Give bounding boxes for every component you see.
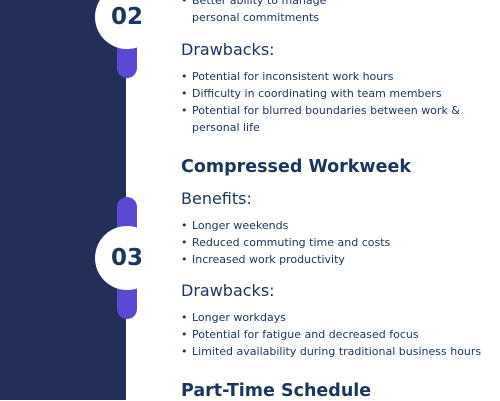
step-03-number-circle: 03 [95, 226, 159, 290]
list-item: Potential for fatigue and decreased focu… [181, 326, 481, 343]
step-02-number: 02 [110, 4, 143, 30]
list-item: Increased work productivity [181, 251, 390, 268]
left-navy-band [0, 0, 126, 400]
list-item: Potential for inconsistent work hours [181, 68, 477, 85]
list-item: Difficulty in coordinating with team mem… [181, 85, 477, 102]
content-column: Better ability to manage personal commit… [181, 0, 500, 401]
list-item: Longer weekends [181, 217, 390, 234]
section-04-title: Part-Time Schedule [181, 381, 372, 401]
section-03-benefits-heading: Benefits: [181, 189, 252, 208]
step-03-number: 03 [110, 245, 143, 271]
section-03-drawbacks-heading: Drawbacks: [181, 281, 275, 300]
section-02-benefits-list: Better ability to manage personal commit… [181, 0, 377, 26]
list-item: Reduced commuting time and costs [181, 234, 390, 251]
section-03-benefits-list: Longer weekends Reduced commuting time a… [181, 217, 390, 268]
list-item: Better ability to manage personal commit… [181, 0, 377, 26]
section-02-drawbacks-heading: Drawbacks: [181, 40, 275, 59]
list-item: Longer workdays [181, 309, 481, 326]
section-02-drawbacks-list: Potential for inconsistent work hours Di… [181, 68, 477, 136]
step-02-number-circle: 02 [95, 0, 159, 49]
list-item: Limited availability during traditional … [181, 343, 481, 360]
section-03-drawbacks-list: Longer workdays Potential for fatigue an… [181, 309, 481, 360]
section-03-title: Compressed Workweek [181, 157, 411, 177]
list-item: Potential for blurred boundaries between… [181, 102, 477, 136]
